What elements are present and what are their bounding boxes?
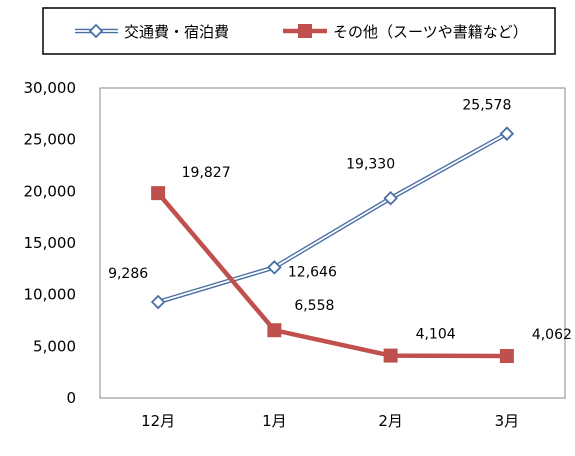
legend-marker-square — [298, 24, 312, 38]
y-tick-label: 5,000 — [33, 337, 76, 355]
data-label: 4,104 — [416, 327, 456, 343]
data-point-diamond — [499, 126, 515, 141]
y-tick-label: 25,000 — [24, 131, 77, 149]
data-label: 6,558 — [294, 298, 334, 314]
data-point-square — [151, 186, 166, 201]
data-point-diamond — [267, 260, 282, 275]
series-other — [151, 186, 514, 364]
legend: 交通費・宿泊費 その他（スーツや書籍など） — [42, 7, 556, 55]
data-label: 12,646 — [288, 264, 337, 280]
y-tick-label: 10,000 — [24, 286, 77, 304]
legend-marker-diamond — [88, 23, 104, 39]
data-label: 19,330 — [346, 156, 395, 172]
data-labels-series-2: 19,827 6,558 4,104 4,062 — [182, 165, 572, 343]
data-label: 19,827 — [182, 165, 231, 181]
plot-area — [99, 87, 566, 399]
y-tick-label: 15,000 — [24, 234, 77, 252]
data-point-diamond — [150, 294, 166, 310]
data-point-square — [383, 348, 398, 363]
data-label: 9,286 — [108, 266, 148, 282]
legend-item-series-2: その他（スーツや書籍など） — [283, 23, 528, 41]
data-point-square — [499, 349, 514, 364]
data-labels-series-1: 9,286 12,646 19,330 25,578 — [108, 98, 511, 282]
x-tick-label: 2月 — [378, 412, 403, 430]
legend-item-series-1: 交通費・宿泊費 — [75, 23, 229, 41]
x-axis-ticks: 12月 1月 2月 3月 — [141, 412, 519, 430]
x-tick-label: 12月 — [141, 412, 175, 430]
data-label: 25,578 — [462, 98, 511, 114]
y-tick-label: 30,000 — [24, 79, 77, 97]
x-tick-label: 1月 — [262, 412, 287, 430]
legend-label-series-2: その他（スーツや書籍など） — [333, 23, 528, 41]
y-axis-ticks: 0 5,000 10,000 15,000 20,000 25,000 30,0… — [24, 79, 77, 407]
series-line-inner — [157, 132, 508, 303]
y-tick-label: 20,000 — [24, 182, 77, 200]
series-line — [156, 191, 507, 359]
legend-label-series-1: 交通費・宿泊費 — [124, 23, 229, 41]
data-point-diamond — [383, 190, 398, 206]
x-tick-label: 3月 — [495, 412, 520, 430]
data-point-square — [267, 323, 282, 338]
series-travel-lodging — [150, 126, 515, 310]
data-label: 4,062 — [532, 327, 572, 343]
y-tick-label: 0 — [66, 389, 76, 407]
